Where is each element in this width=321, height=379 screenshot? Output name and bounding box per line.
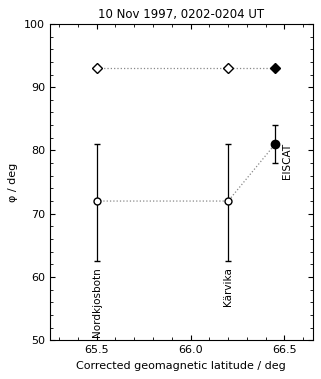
- Title: 10 Nov 1997, 0202-0204 UT: 10 Nov 1997, 0202-0204 UT: [98, 8, 264, 21]
- Y-axis label: φ / deg: φ / deg: [8, 163, 18, 202]
- Text: Nordkjosbotn: Nordkjosbotn: [92, 268, 102, 337]
- X-axis label: Corrected geomagnetic latitude / deg: Corrected geomagnetic latitude / deg: [76, 361, 286, 371]
- Text: Kärvika: Kärvika: [223, 268, 233, 306]
- Text: EISCAT: EISCAT: [282, 143, 292, 179]
